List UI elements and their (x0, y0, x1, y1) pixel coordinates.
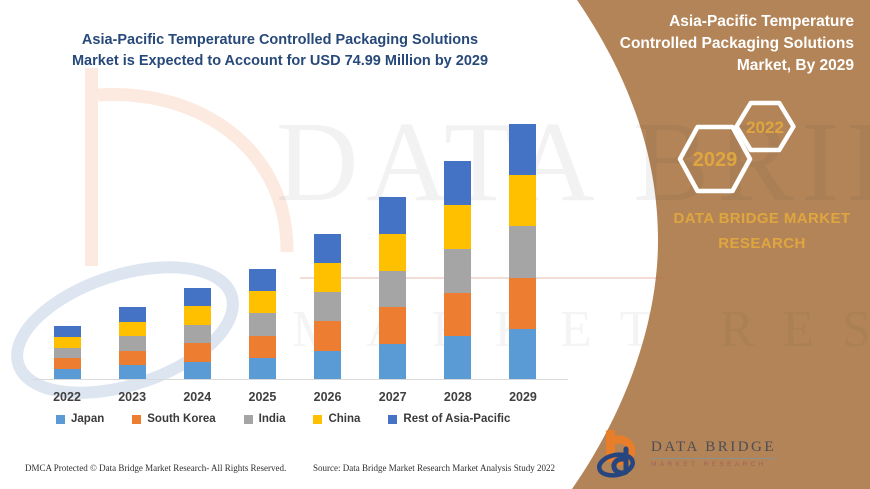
stacked-bar-2023 (118, 306, 146, 380)
legend-swatch-icon (56, 414, 65, 424)
source-note: Source: Data Bridge Market Research Mark… (313, 463, 555, 473)
bar-segment-india (118, 335, 146, 351)
bar-segment-india (509, 226, 537, 278)
stacked-bar-2024 (183, 288, 211, 380)
bar-segment-china (314, 262, 342, 293)
stacked-bar-2025 (248, 269, 276, 380)
bar-segment-japan (53, 369, 81, 380)
text-line: Market is Expected to Account for USD 74… (71, 53, 489, 69)
bar-segment-south-korea (314, 321, 342, 351)
x-axis-line (33, 379, 568, 380)
legend-item-south-korea: South Korea (132, 413, 216, 425)
stacked-bar-2027 (379, 197, 407, 380)
hexagon-2022-badge: 2022 (734, 100, 796, 153)
bar-segment-south-korea (509, 277, 537, 329)
hexagon-2029-badge: 2029 (677, 124, 753, 194)
legend-label: China (328, 413, 361, 425)
x-axis-tick-label: 2025 (248, 390, 277, 404)
legend-swatch-icon (313, 414, 323, 424)
bar-segment-south-korea (183, 343, 211, 362)
legend-label: Rest of Asia-Pacific (403, 413, 511, 425)
panel-title: Asia-Pacific Temperature Controlled Packa… (574, 11, 854, 77)
stacked-bar-2029 (509, 124, 537, 380)
bar-segment-rest-of-asia-pacific (379, 197, 407, 234)
legend-swatch-icon (388, 414, 398, 424)
bar-segment-japan (509, 328, 537, 380)
bar-segment-rest-of-asia-pacific (118, 306, 146, 322)
x-axis-tick-label: 2026 (313, 390, 342, 404)
x-axis-tick-label: 2027 (378, 390, 407, 404)
bar-segment-south-korea (248, 335, 276, 358)
bar-segment-rest-of-asia-pacific (53, 326, 81, 337)
bar-segment-china (509, 175, 537, 227)
text-line: Market, By 2029 (736, 57, 854, 74)
bar-segment-china (118, 321, 146, 336)
bar-segment-rest-of-asia-pacific (183, 288, 211, 307)
logo-tagline-text: MARKET RESEARCH (651, 460, 767, 468)
legend-item-china: China (313, 413, 360, 425)
hexagon-2029-label: 2029 (693, 149, 738, 171)
bar-segment-rest-of-asia-pacific (248, 269, 276, 292)
bar-segment-india (183, 324, 211, 344)
bar-segment-south-korea (444, 292, 472, 337)
stacked-bar-2026 (314, 233, 342, 380)
bar-segment-japan (444, 336, 472, 380)
x-axis-tick-label: 2024 (183, 390, 212, 404)
legend-item-japan: Japan (56, 413, 104, 425)
text-line: Asia-Pacific Temperature (669, 13, 854, 30)
bar-segment-india (248, 313, 276, 336)
panel-curve-shape (572, 0, 870, 489)
bar-segment-japan (379, 343, 407, 380)
bar-segment-china (53, 336, 81, 348)
databridge-logo: DATA BRIDGE MARKET RESEARCH (596, 427, 777, 479)
hexagon-2022-label: 2022 (746, 118, 784, 137)
bar-segment-south-korea (118, 350, 146, 366)
legend-label: South Korea (147, 413, 216, 425)
hexagon-badges: 2029 2022 (677, 100, 796, 194)
x-axis-tick-label: 2028 (443, 390, 472, 404)
legend-label: India (258, 413, 286, 425)
legend-label: Japan (71, 413, 105, 425)
legend-item-india: India (243, 413, 286, 425)
bar-segment-rest-of-asia-pacific (444, 161, 472, 205)
stacked-bar-2028 (444, 161, 472, 380)
bar-segment-india (53, 347, 81, 359)
text-line: Controlled Packaging Solutions (619, 35, 854, 52)
x-axis-tick-label: 2023 (118, 390, 147, 404)
legend-swatch-icon (243, 414, 253, 424)
bar-segment-rest-of-asia-pacific (314, 233, 342, 263)
x-axis-tick-label: 2022 (53, 390, 81, 404)
legend-swatch-icon (132, 414, 142, 424)
legend-item-rest-of-asia-pacific: Rest of Asia-Pacific (388, 413, 510, 425)
bar-segment-china (379, 233, 407, 271)
logo-name-text: DATA BRIDGE (651, 439, 777, 459)
bar-segment-china (248, 291, 276, 314)
bar-segment-japan (183, 361, 211, 380)
bar-segment-india (444, 248, 472, 293)
bar-segment-india (314, 292, 342, 322)
brand-wordmark: DATA BRIDGE MARKET RESEARCH (673, 210, 851, 252)
stacked-bar-2022 (53, 326, 81, 380)
bar-segment-japan (118, 365, 146, 380)
bar-segment-china (444, 204, 472, 249)
x-axis-tick-label: 2029 (509, 390, 537, 404)
text-line: Asia-Pacific Temperature Controlled Pack… (81, 32, 479, 48)
chart-headline: Asia-Pacific Temperature Controlled Pack… (28, 30, 532, 72)
dmca-notice: DMCA Protected © Data Bridge Market Rese… (25, 463, 287, 473)
bar-segment-south-korea (53, 358, 81, 370)
bar-segment-rest-of-asia-pacific (509, 124, 537, 176)
bar-segment-china (183, 306, 211, 325)
chart-legend: Japan South Korea India China Rest of Asia-P… (56, 413, 510, 425)
bar-segment-india (379, 270, 407, 307)
databridge-logo-icon (596, 430, 636, 478)
bar-segment-japan (248, 357, 276, 380)
bar-segment-south-korea (379, 307, 407, 344)
bar-segment-japan (314, 350, 342, 380)
